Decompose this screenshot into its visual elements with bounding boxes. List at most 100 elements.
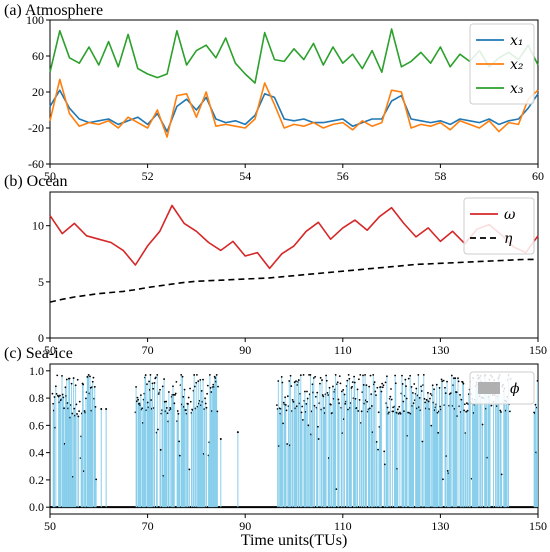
atmosphere-xtick-label: 50	[44, 169, 56, 183]
phi-point	[193, 385, 196, 388]
phi-point	[146, 383, 148, 386]
phi-point	[401, 374, 403, 377]
phi-point	[421, 440, 424, 443]
phi-point	[290, 385, 293, 387]
phi-point	[165, 407, 168, 409]
phi-point	[284, 396, 287, 399]
phi-point	[136, 396, 139, 399]
phi-point	[534, 403, 537, 406]
phi-point	[51, 392, 54, 395]
atmosphere-title: (a) Atmosphere	[4, 2, 103, 19]
phi-point	[394, 374, 397, 377]
phi-point	[61, 374, 63, 377]
atmosphere-ytick-label: 60	[32, 49, 44, 63]
atmosphere-xtick-label: 52	[142, 169, 154, 183]
phi-point	[204, 397, 206, 400]
phi-point	[386, 406, 389, 409]
phi-point	[365, 384, 368, 387]
phi-point	[180, 374, 183, 376]
phi-point	[321, 394, 324, 396]
phi-point	[461, 381, 464, 384]
phi-point	[444, 392, 447, 395]
phi-point	[187, 396, 190, 399]
phi-point	[301, 418, 304, 421]
phi-point	[376, 386, 379, 389]
phi-point	[357, 410, 360, 412]
phi-point	[187, 403, 189, 405]
phi-point	[176, 410, 179, 412]
phi-point	[380, 390, 383, 393]
phi-point	[463, 409, 466, 412]
atmosphere-xtick-label: 60	[532, 169, 544, 183]
phi-point	[490, 404, 493, 407]
phi-point	[427, 391, 429, 394]
phi-point	[57, 395, 60, 398]
phi-point	[157, 393, 160, 395]
phi-point	[286, 443, 289, 445]
phi-point	[317, 425, 319, 428]
sea-ice-ytick-label: 0.8	[29, 391, 44, 405]
ocean-legend: ωη	[463, 197, 535, 255]
phi-point	[89, 386, 92, 389]
phi-point	[159, 448, 162, 451]
phi-point	[328, 386, 331, 389]
phi-point	[149, 374, 152, 376]
sea-ice-bars	[50, 374, 539, 509]
phi-point	[135, 385, 137, 388]
atmosphere-xtick-label: 54	[239, 169, 251, 183]
phi-point	[76, 378, 79, 381]
phi-point	[407, 377, 410, 380]
phi-point	[407, 411, 409, 414]
phi-point	[163, 378, 165, 380]
sea-ice-title: (c) Sea-ice	[4, 345, 73, 362]
phi-point	[301, 405, 304, 408]
phi-point	[284, 404, 287, 406]
phi-point	[138, 402, 141, 405]
legend-box	[463, 197, 535, 255]
phi-point	[197, 380, 200, 383]
phi-point	[215, 374, 218, 376]
atmosphere-plot-frame	[49, 19, 539, 165]
phi-point	[450, 374, 453, 377]
phi-point	[276, 404, 278, 406]
phi-point	[343, 393, 346, 396]
phi-point	[368, 407, 371, 410]
phi-point	[440, 378, 443, 381]
phi-point	[427, 400, 430, 403]
phi-point	[195, 381, 198, 384]
phi-point	[182, 395, 185, 398]
sea-ice-plot-frame	[49, 363, 539, 515]
phi-point	[441, 380, 444, 383]
phi-point	[214, 377, 217, 379]
phi-point	[93, 385, 96, 388]
phi-point	[204, 402, 207, 405]
phi-point	[137, 398, 140, 401]
ocean-axis-ticks: 50 70 90 110 130 150 0 5 10	[32, 219, 547, 357]
phi-point	[286, 395, 289, 398]
ocean-plot-frame	[49, 191, 539, 339]
phi-point	[282, 401, 285, 404]
phi-point	[334, 374, 337, 376]
phi-point	[165, 400, 168, 403]
atmosphere-xtick-label: 58	[434, 169, 446, 183]
phi-point	[422, 374, 425, 376]
sea-ice-ytick-label: 0.6	[29, 418, 44, 432]
phi-point	[280, 376, 283, 378]
phi-point	[178, 454, 181, 457]
phi-point	[351, 381, 354, 384]
legend-label: x₃	[510, 81, 524, 97]
phi-point	[306, 390, 308, 393]
phi-point	[536, 379, 539, 382]
phi-point	[89, 375, 91, 378]
phi-point	[344, 402, 347, 405]
phi-point	[410, 386, 413, 388]
phi-point	[154, 376, 157, 379]
phi-point	[364, 374, 366, 376]
phi-point	[360, 410, 363, 413]
atmosphere-series	[49, 28, 539, 138]
phi-point	[285, 409, 288, 412]
phi-point	[398, 405, 401, 408]
phi-point	[311, 383, 314, 386]
phi-point	[417, 374, 420, 376]
phi-point	[337, 398, 340, 401]
